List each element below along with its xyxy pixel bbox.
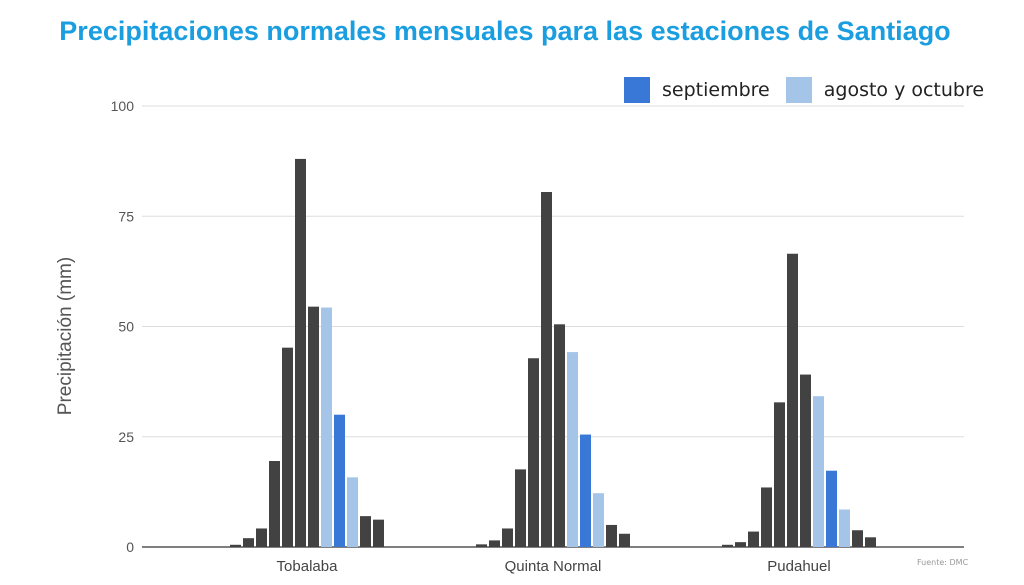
bar [774, 402, 785, 547]
bar [308, 306, 319, 547]
x-tick-label: Tobalaba [277, 558, 339, 575]
bar [282, 347, 293, 547]
bar [761, 487, 772, 547]
bar [580, 434, 591, 547]
bar [373, 519, 384, 547]
chart-title: Precipitaciones normales mensuales para … [59, 16, 951, 46]
bar [852, 530, 863, 547]
bar [593, 493, 604, 547]
bar [541, 191, 552, 547]
bar [334, 414, 345, 547]
y-tick-label: 75 [118, 208, 134, 224]
y-tick-label: 50 [118, 319, 134, 335]
bar [787, 253, 798, 548]
legend-label-agosto-octubre: agosto y octubre [823, 79, 985, 101]
bar [865, 537, 876, 547]
bar [554, 324, 565, 547]
y-tick-label: 0 [126, 539, 134, 555]
source-note: Fuente: DMC [917, 558, 969, 567]
legend-swatch-septiembre [624, 77, 650, 103]
x-tick-label: Pudahuel [767, 558, 830, 575]
y-tick-label: 100 [111, 98, 135, 114]
legend-item-agosto-octubre: agosto y octubre [785, 77, 985, 103]
bar [567, 352, 578, 547]
bar [826, 470, 837, 547]
bar [839, 509, 850, 547]
x-tick-label: Quinta Normal [505, 558, 602, 575]
bar [502, 528, 513, 547]
bar [476, 544, 487, 547]
legend: septiembre agosto y octubre [624, 77, 1000, 103]
bar [735, 542, 746, 547]
bar [256, 528, 267, 547]
bar [321, 307, 332, 547]
bar [748, 531, 759, 547]
bar [619, 533, 630, 547]
bar [489, 540, 500, 547]
bar [243, 538, 254, 547]
bar [606, 524, 617, 547]
bar [295, 158, 306, 548]
legend-swatch-agosto-octubre [785, 77, 812, 103]
bar [230, 544, 241, 547]
bar [800, 374, 811, 547]
bar [515, 469, 526, 547]
bar [813, 396, 824, 547]
bar [528, 358, 539, 547]
bar [347, 477, 358, 547]
bar [360, 516, 371, 547]
legend-label-septiembre: septiembre [662, 79, 770, 101]
bar [722, 544, 733, 547]
y-tick-label: 25 [118, 429, 134, 445]
bar [269, 461, 280, 547]
legend-item-septiembre: septiembre [624, 77, 770, 103]
